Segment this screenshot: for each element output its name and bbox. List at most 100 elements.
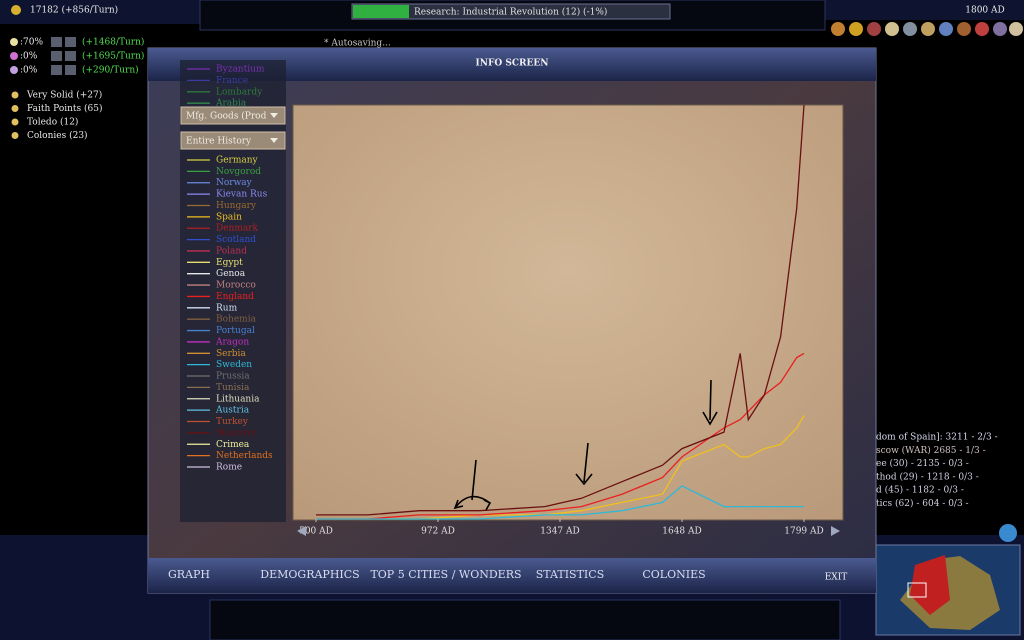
tab[interactable]: TOP 5 CITIES / WONDERS xyxy=(370,568,521,581)
graph-line xyxy=(316,352,805,520)
legend-label[interactable]: Hungary xyxy=(216,201,257,211)
status-icon xyxy=(11,91,19,99)
advisor-icons xyxy=(831,22,1023,36)
graph-area xyxy=(292,104,844,521)
legend-label[interactable]: Rome xyxy=(216,462,242,472)
research-bar xyxy=(351,3,671,20)
graph-line xyxy=(316,104,805,516)
legend-label[interactable]: Crimea xyxy=(216,440,250,450)
tab[interactable]: GRAPH xyxy=(168,568,210,581)
tab-bar xyxy=(148,558,876,593)
rate-turn: (+1695/Turn) xyxy=(82,51,144,62)
x-tick-label: 1799 AD xyxy=(784,527,823,537)
rate-icon xyxy=(10,52,18,60)
status-text: Faith Points (65) xyxy=(27,103,103,114)
rate-turn: (+290/Turn) xyxy=(82,65,139,76)
legend-label[interactable]: England xyxy=(216,292,254,302)
legend-label[interactable]: Novgorod xyxy=(216,167,261,177)
bottom-bar xyxy=(209,599,841,640)
screen-title: INFO SCREEN xyxy=(476,59,549,69)
rate-percent: :70% xyxy=(20,38,43,48)
research-text: Research: Industrial Revolution (12) (-1… xyxy=(414,7,607,18)
rate-button[interactable] xyxy=(51,37,62,47)
dropdown-arrow xyxy=(270,113,278,118)
rate-icon xyxy=(10,38,18,46)
legend-label[interactable]: Serbia xyxy=(216,349,246,359)
legend-label[interactable]: Rum xyxy=(216,303,238,313)
scroll-left[interactable] xyxy=(297,526,306,536)
legend-label[interactable]: Poland xyxy=(216,246,247,256)
status-text: Colonies (23) xyxy=(27,130,88,141)
date: 1800 AD xyxy=(965,6,1004,16)
x-tick-label: 972 AD xyxy=(421,527,455,537)
dropdown-arrow xyxy=(270,138,278,143)
x-tick-label: 1648 AD xyxy=(662,527,701,537)
dropdown-text[interactable]: Entire History xyxy=(186,137,252,147)
x-tick-label: 1347 AD xyxy=(540,527,579,537)
status-icon xyxy=(11,105,19,112)
legend-label[interactable]: Genoa xyxy=(216,269,246,279)
score-row: ee (30) - 2135 - 0/3 - xyxy=(876,458,969,469)
legend-label[interactable]: Bohemia xyxy=(216,315,257,325)
tab[interactable]: COLONIES xyxy=(642,568,705,581)
rate-percent: :0% xyxy=(20,52,38,62)
rate-button[interactable] xyxy=(51,65,62,75)
rate-percent: :0% xyxy=(20,66,38,76)
rate-button[interactable] xyxy=(65,51,76,61)
research-progress xyxy=(353,5,409,18)
legend-label[interactable]: Prussia xyxy=(216,372,250,382)
legend-label[interactable]: France xyxy=(216,76,248,86)
hand-drawn-arrows xyxy=(453,379,718,511)
legend-label[interactable]: Sweden xyxy=(216,360,252,370)
legend-label[interactable]: Norway xyxy=(216,178,253,188)
legend-label[interactable]: Arabia xyxy=(215,99,247,109)
status-icon xyxy=(11,132,19,139)
scroll-right[interactable] xyxy=(831,526,840,536)
legend-label[interactable]: Netherlands xyxy=(216,451,273,461)
legend-label[interactable]: Scotland xyxy=(216,235,256,245)
top-right-frame xyxy=(825,0,1024,20)
legend-label[interactable]: Morocco xyxy=(216,281,256,291)
legend-label[interactable]: Aragon xyxy=(215,337,249,347)
legend-label[interactable]: Kievan Rus xyxy=(216,190,268,200)
rate-button[interactable] xyxy=(51,51,62,61)
score-row: scow (WAR) 2685 - 1/3 - xyxy=(876,445,986,456)
legend-label[interactable]: Muscovy xyxy=(216,428,257,438)
score-row: dom of Spain]: 3211 - 2/3 - xyxy=(876,433,998,443)
gold: 17182 (+856/Turn) xyxy=(30,5,118,16)
score-row: thod (29) - 1218 - 0/3 - xyxy=(876,471,979,482)
dropdown-text[interactable]: Mfg. Goods (Prod xyxy=(186,111,267,122)
dropdown[interactable] xyxy=(180,131,286,150)
tab[interactable]: STATISTICS xyxy=(536,568,604,581)
score-row: d (45) - 1182 - 0/3 - xyxy=(876,485,964,496)
rate-button[interactable] xyxy=(65,65,76,75)
autosave: * Autosaving... xyxy=(324,39,391,49)
status-icon xyxy=(11,118,19,126)
tab[interactable]: DEMOGRAPHICS xyxy=(260,568,359,581)
rate-button[interactable] xyxy=(65,37,76,47)
rate-turn: (+1468/Turn) xyxy=(82,37,144,48)
legend-label[interactable]: Byzantium xyxy=(216,65,265,75)
legend-label[interactable]: Egypt xyxy=(216,258,243,268)
top-left-frame xyxy=(0,0,200,24)
score-row: tics (62) - 604 - 0/3 - xyxy=(876,498,969,509)
exit-button[interactable]: EXIT xyxy=(825,573,848,583)
legend-label[interactable]: Tunisia xyxy=(216,383,250,393)
graph-line xyxy=(316,415,805,520)
gold-icon xyxy=(11,5,21,15)
rate-icon xyxy=(10,66,18,74)
status-text: Toledo (12) xyxy=(27,117,78,128)
status-text: Very Solid (+27) xyxy=(26,90,102,101)
legend-label[interactable]: Denmark xyxy=(216,224,259,234)
legend-label[interactable]: Portugal xyxy=(216,326,255,336)
legend-label[interactable]: Turkey xyxy=(216,417,249,427)
legend-label[interactable]: Germany xyxy=(216,156,259,166)
dropdown[interactable] xyxy=(180,106,286,125)
legend-label[interactable]: Lombardy xyxy=(216,87,263,97)
legend-label[interactable]: Austria xyxy=(215,406,250,416)
minimap xyxy=(875,524,1021,636)
graph-line xyxy=(316,485,804,520)
legend-label[interactable]: Lithuania xyxy=(216,394,260,404)
legend-label[interactable]: Spain xyxy=(216,212,242,222)
